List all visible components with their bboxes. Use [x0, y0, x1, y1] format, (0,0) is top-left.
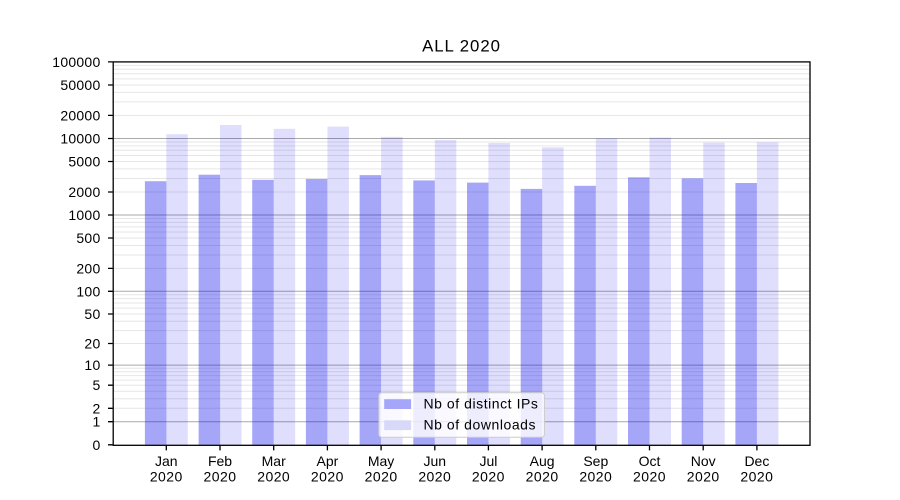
- svg-text:0: 0: [92, 437, 100, 453]
- svg-text:2020: 2020: [311, 468, 344, 484]
- svg-text:5000: 5000: [68, 154, 100, 170]
- svg-text:2020: 2020: [472, 468, 505, 484]
- svg-text:5: 5: [92, 377, 100, 393]
- svg-text:Aug: Aug: [530, 453, 555, 469]
- svg-text:Jan: Jan: [155, 453, 178, 469]
- svg-text:2020: 2020: [526, 468, 559, 484]
- svg-text:2020: 2020: [365, 468, 398, 484]
- svg-text:2020: 2020: [740, 468, 773, 484]
- svg-text:Sep: Sep: [583, 453, 608, 469]
- svg-text:Nb of distinct IPs: Nb of distinct IPs: [424, 395, 539, 411]
- svg-text:Nb of downloads: Nb of downloads: [424, 417, 537, 433]
- svg-text:Jun: Jun: [424, 453, 447, 469]
- svg-text:2000: 2000: [68, 184, 100, 200]
- svg-text:2020: 2020: [579, 468, 612, 484]
- svg-text:Dec: Dec: [744, 453, 769, 469]
- svg-text:2020: 2020: [418, 468, 451, 484]
- svg-text:200: 200: [76, 260, 100, 276]
- svg-text:2020: 2020: [633, 468, 666, 484]
- svg-text:10: 10: [84, 357, 100, 373]
- svg-text:100000: 100000: [52, 54, 100, 70]
- svg-text:Nov: Nov: [691, 453, 716, 469]
- svg-text:Oct: Oct: [639, 453, 661, 469]
- svg-text:2020: 2020: [257, 468, 290, 484]
- svg-text:2020: 2020: [687, 468, 720, 484]
- svg-text:Jul: Jul: [479, 453, 497, 469]
- svg-text:2: 2: [92, 400, 100, 416]
- svg-text:Feb: Feb: [208, 453, 232, 469]
- svg-text:500: 500: [76, 230, 100, 246]
- svg-text:Mar: Mar: [262, 453, 286, 469]
- svg-text:May: May: [368, 453, 394, 469]
- svg-text:Apr: Apr: [317, 453, 339, 469]
- svg-text:20000: 20000: [60, 107, 100, 123]
- svg-text:ALL 2020: ALL 2020: [422, 37, 501, 56]
- svg-text:100: 100: [76, 283, 100, 299]
- svg-text:20: 20: [84, 336, 100, 352]
- svg-text:2020: 2020: [204, 468, 237, 484]
- svg-text:1: 1: [92, 414, 100, 430]
- svg-text:1000: 1000: [68, 207, 100, 223]
- svg-text:2020: 2020: [150, 468, 183, 484]
- svg-text:50: 50: [84, 306, 100, 322]
- svg-text:50000: 50000: [60, 77, 100, 93]
- svg-text:10000: 10000: [60, 131, 100, 147]
